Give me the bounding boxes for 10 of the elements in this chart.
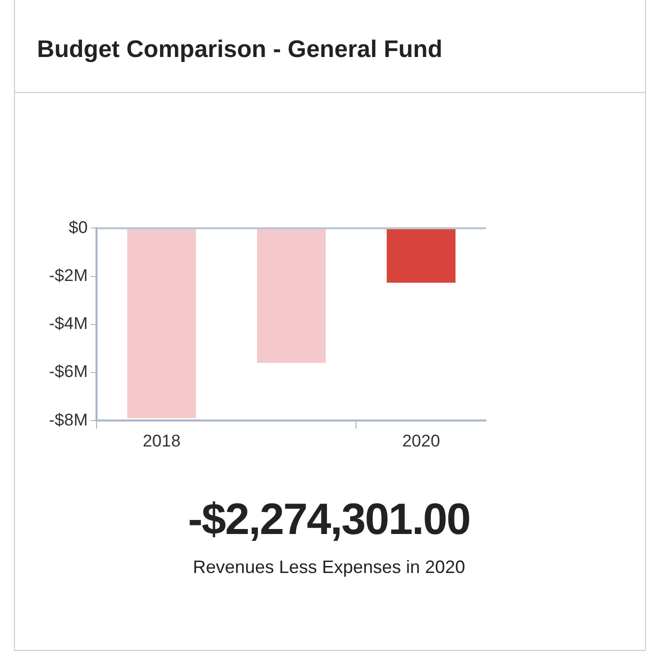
y-tick-label: -$6M [48,362,88,382]
y-tick-label: -$4M [48,314,88,334]
y-tick-label: $0 [68,218,88,237]
text: -$2,274,301.00 [186,495,472,545]
y-tick-label: -$2M [48,266,88,285]
x-tick-label: 2018 [142,431,181,450]
text: Revenues Less Expenses in 2020 [192,557,466,578]
chart-title: Budget Comparison - General Fund [37,36,442,64]
x-tick-label: 2020 [402,431,440,450]
y-tick-label: -$8M [48,410,88,430]
